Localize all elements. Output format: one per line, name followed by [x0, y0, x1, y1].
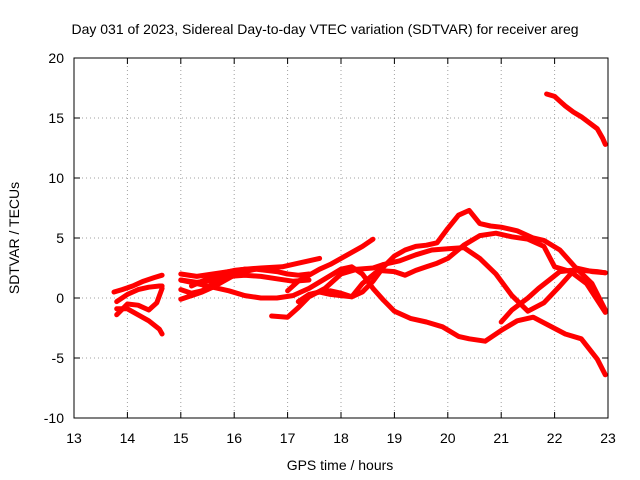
series-track-k	[178, 272, 237, 302]
x-tick-label: 14	[120, 430, 136, 446]
series-layer	[111, 91, 608, 378]
series-track-c	[114, 285, 165, 318]
x-tick-label: 20	[440, 430, 456, 446]
grid-lines	[74, 58, 608, 418]
chart-title: Day 031 of 2023, Sidereal Day-to-day VTE…	[71, 21, 578, 37]
y-tick-label: 5	[56, 230, 64, 246]
x-tick-label: 23	[600, 430, 616, 446]
x-tick-label: 19	[387, 430, 403, 446]
series-track-n	[317, 230, 608, 315]
x-tick-label: 18	[333, 430, 349, 446]
series-track-m	[285, 236, 376, 294]
y-tick-label: 10	[48, 170, 64, 186]
y-tick-label: -5	[52, 350, 65, 366]
tick-layer: 13 14 15 16 17 18 19 20 21 22 23 -10 -5 0 5 10 15 20	[44, 50, 616, 446]
series-track-b	[114, 283, 165, 305]
x-tick-label: 22	[547, 430, 563, 446]
y-tick-label: 0	[56, 290, 64, 306]
x-tick-label: 21	[493, 430, 509, 446]
y-axis-label: SDTVAR / TECUs	[6, 182, 22, 294]
x-axis-label: GPS time / hours	[287, 457, 394, 473]
series-track-d	[114, 306, 165, 337]
x-tick-label: 16	[226, 430, 242, 446]
series-track-g	[178, 264, 608, 378]
y-tick-label: 15	[48, 110, 64, 126]
x-tick-label: 13	[66, 430, 82, 446]
series-track-a	[111, 272, 165, 295]
series-track-q	[544, 91, 608, 147]
y-tick-label: 20	[48, 50, 64, 66]
series-track-o	[295, 207, 608, 313]
x-tick-label: 15	[173, 430, 189, 446]
y-tick-label: -10	[44, 410, 64, 426]
series-track-p	[498, 267, 608, 325]
x-tick-label: 17	[280, 430, 296, 446]
